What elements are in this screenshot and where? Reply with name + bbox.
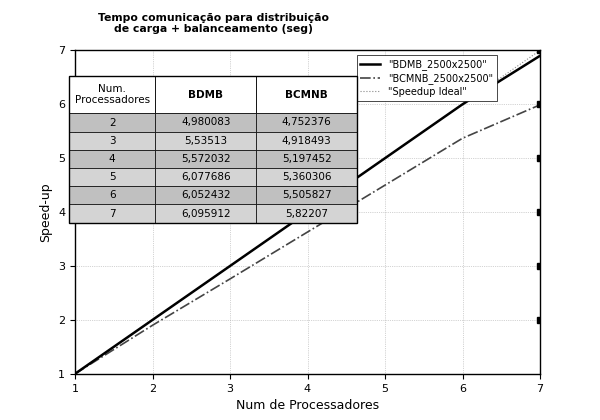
Text: 6,095912: 6,095912 <box>181 208 230 218</box>
Bar <box>256 168 357 186</box>
Bar <box>155 205 256 223</box>
Bar <box>69 76 357 223</box>
Bar <box>256 186 357 205</box>
Text: 6,077686: 6,077686 <box>181 172 230 182</box>
Text: 5,572032: 5,572032 <box>181 154 230 164</box>
Text: 2: 2 <box>109 118 116 128</box>
Bar <box>256 131 357 150</box>
Text: 3: 3 <box>109 136 116 146</box>
Text: 7: 7 <box>109 208 116 218</box>
Text: 6: 6 <box>109 190 116 200</box>
Bar <box>256 205 357 223</box>
Text: Tempo comunicação para distribuição
de carga + balanceamento (seg): Tempo comunicação para distribuição de c… <box>97 13 329 34</box>
Text: 6,052432: 6,052432 <box>181 190 230 200</box>
Text: 5,82207: 5,82207 <box>285 208 328 218</box>
Bar <box>69 131 155 150</box>
Text: 5,197452: 5,197452 <box>282 154 331 164</box>
Y-axis label: Speed-up: Speed-up <box>40 182 53 242</box>
Text: BDMB: BDMB <box>188 89 223 100</box>
Text: 5,360306: 5,360306 <box>282 172 331 182</box>
Bar <box>256 150 357 168</box>
Text: 4,980083: 4,980083 <box>181 118 230 128</box>
Legend: "BDMB_2500x2500", "BCMNB_2500x2500", "Speedup Ideal": "BDMB_2500x2500", "BCMNB_2500x2500", "Sp… <box>356 55 497 101</box>
Text: 4,752376: 4,752376 <box>282 118 331 128</box>
Bar <box>256 76 357 113</box>
X-axis label: Num de Processadores: Num de Processadores <box>236 399 379 412</box>
Bar <box>256 113 357 131</box>
Bar <box>155 168 256 186</box>
Bar <box>155 150 256 168</box>
Bar <box>155 186 256 205</box>
Text: 5,505827: 5,505827 <box>282 190 331 200</box>
Bar <box>69 113 155 131</box>
Text: 4: 4 <box>109 154 116 164</box>
Bar <box>69 186 155 205</box>
Text: Num.
Processadores: Num. Processadores <box>74 84 150 105</box>
Bar <box>155 113 256 131</box>
Text: BCMNB: BCMNB <box>285 89 328 100</box>
Bar <box>155 76 256 113</box>
Bar <box>69 150 155 168</box>
Bar <box>69 168 155 186</box>
Bar <box>155 131 256 150</box>
Text: 5: 5 <box>109 172 116 182</box>
Bar <box>69 205 155 223</box>
Bar <box>69 76 155 113</box>
Text: 5,53513: 5,53513 <box>184 136 227 146</box>
Text: 4,918493: 4,918493 <box>282 136 331 146</box>
